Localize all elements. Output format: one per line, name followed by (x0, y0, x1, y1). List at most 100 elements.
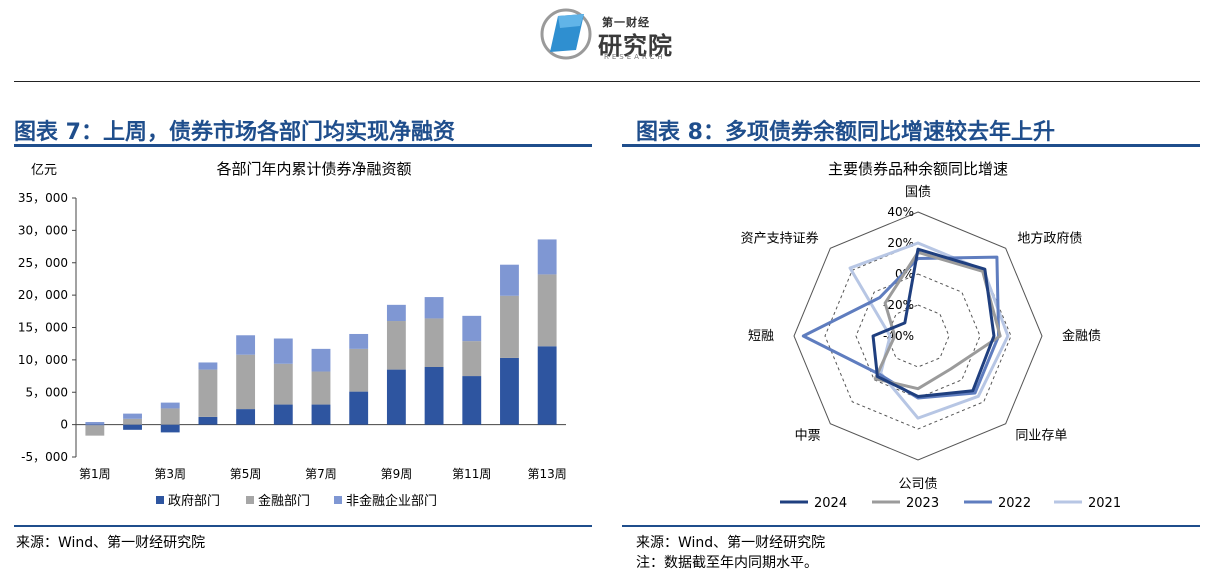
legend-label: 2024 (814, 496, 847, 511)
right-figure-title: 图表 8：多项债券余额同比增速较去年上升 (636, 120, 1055, 145)
bar-segment-nonfinancial (198, 362, 218, 370)
bar-segment-government (500, 357, 519, 425)
legend-swatch (246, 496, 254, 504)
y-tick-label: 30，000 (18, 223, 68, 237)
bar-segment-nonfinancial (349, 333, 369, 349)
bar-segment-financial (85, 425, 105, 436)
left-figure-title: 图表 7：上周，债券市场各部门均实现净融资 (14, 120, 455, 145)
y-tick-label: 5，000 (25, 385, 68, 399)
x-tick-label: 第5周 (230, 467, 262, 481)
bar-segment-nonfinancial (236, 335, 256, 355)
bar-segment-nonfinancial (311, 348, 331, 372)
bar-segment-financial (198, 369, 218, 417)
bar-segment-financial (500, 295, 519, 358)
radar-axis-label: 地方政府债 (1017, 231, 1082, 247)
logo-big-text: 研究院 (598, 32, 673, 60)
bar-segment-financial (123, 418, 142, 425)
bar-segment-government (537, 346, 557, 425)
x-tick-label: 第3周 (154, 467, 186, 481)
bar-segment-nonfinancial (386, 304, 406, 322)
left-source-rule (14, 525, 592, 527)
radar-chart: 主要债券品种余额同比增速-40%-20%0%20%40%国债地方政府债金融债同业… (741, 160, 1121, 511)
left-title-rule (14, 144, 592, 147)
radar-series-2021 (848, 241, 1010, 420)
legend-label: 2021 (1088, 496, 1121, 511)
bar-chart-title: 各部门年内累计债券净融资额 (216, 160, 411, 178)
radar-series-2022 (801, 255, 1001, 400)
bar-segment-government (311, 404, 331, 425)
radar-axis-label: 资产支持证券 (741, 231, 819, 247)
bar-segment-financial (236, 354, 256, 410)
left-source-text: 来源：Wind、第一财经研究院 (16, 535, 206, 551)
bar-segment-government (160, 424, 180, 433)
y-tick-label: 0 (60, 418, 68, 432)
bar-segment-financial (349, 348, 369, 392)
right-title-rule (622, 144, 1200, 147)
legend-label: 金融部门 (258, 493, 310, 509)
right-source-rule (622, 525, 1200, 527)
bar-segment-government (386, 369, 406, 425)
radar-series-2024 (871, 247, 996, 398)
bar-segment-government (462, 376, 482, 425)
bar-segment-government (349, 391, 369, 425)
bar-segment-nonfinancial (85, 422, 105, 425)
legend-label: 2022 (998, 496, 1031, 511)
logo-small-text: 第一财经 (602, 16, 650, 29)
bar-segment-nonfinancial (123, 413, 142, 419)
legend-swatch (334, 496, 342, 504)
bar-segment-nonfinancial (462, 315, 482, 342)
y-tick-label: 10，000 (18, 353, 68, 367)
bar-segment-nonfinancial (537, 239, 557, 275)
y-unit-label: 亿元 (31, 163, 57, 178)
radar-grid-ring (793, 211, 1043, 461)
right-note-text: 注：数据截至年内同期水平。 (636, 555, 818, 571)
x-tick-label: 第13周 (528, 467, 567, 481)
radar-axis-label: 金融债 (1062, 328, 1101, 344)
bar-segment-nonfinancial (160, 402, 180, 409)
radar-grid-ring (886, 304, 950, 368)
bar-segment-government (273, 404, 293, 425)
bar-segment-nonfinancial (500, 264, 519, 296)
legend-swatch (156, 496, 164, 504)
bar-segment-nonfinancial (424, 297, 444, 319)
bar-segment-financial (311, 371, 331, 405)
y-tick-label: 25，000 (18, 256, 68, 270)
y-tick-label: 35，000 (18, 191, 68, 205)
radar-tick-label: 40% (887, 205, 914, 219)
x-tick-label: 第7周 (305, 467, 337, 481)
radar-axis-label: 中票 (795, 428, 821, 443)
legend-label: 政府部门 (168, 494, 220, 509)
bar-segment-government (424, 366, 444, 425)
bar-segment-financial (273, 363, 293, 405)
bar-segment-government (85, 424, 105, 426)
radar-axis-label: 国债 (905, 185, 931, 200)
bar-segment-government (198, 416, 218, 425)
y-tick-label: 20，000 (18, 288, 68, 302)
bar-segment-financial (160, 408, 180, 425)
x-tick-label: 第11周 (452, 467, 491, 481)
right-source-text: 来源：Wind、第一财经研究院 (636, 535, 826, 551)
logo-sub-text: RESEARCH (604, 53, 666, 61)
radar-axis-label: 公司债 (898, 477, 937, 492)
bar-segment-government (123, 424, 142, 430)
legend-label: 非金融企业部门 (346, 493, 437, 509)
bar-segment-financial (386, 321, 406, 370)
header-divider (14, 81, 1200, 82)
radar-axis-label: 同业存单 (1015, 428, 1067, 443)
bar-segment-nonfinancial (273, 338, 293, 364)
bar-segment-financial (424, 318, 444, 367)
radar-axis-label: 短融 (748, 329, 774, 344)
x-tick-label: 第1周 (79, 467, 111, 481)
radar-chart-title: 主要债券品种余额同比增速 (828, 160, 1008, 178)
bar-segment-financial (462, 341, 482, 377)
bar-segment-government (236, 409, 256, 425)
bar-segment-financial (537, 274, 557, 347)
logo-emblem-icon (540, 8, 592, 60)
stacked-bar-chart: 亿元 各部门年内累计债券净融资额 -5，000 0 5，000 10，000 15，000 2… (18, 160, 567, 509)
x-tick-label: 第9周 (381, 467, 413, 481)
legend-label: 2023 (906, 496, 939, 511)
y-tick-label: 15，000 (18, 321, 68, 335)
y-tick-label: -5，000 (21, 450, 68, 464)
brand-logo: 第一财经 研究院 RESEARCH (540, 6, 680, 62)
radar-grid-ring (824, 242, 1012, 430)
